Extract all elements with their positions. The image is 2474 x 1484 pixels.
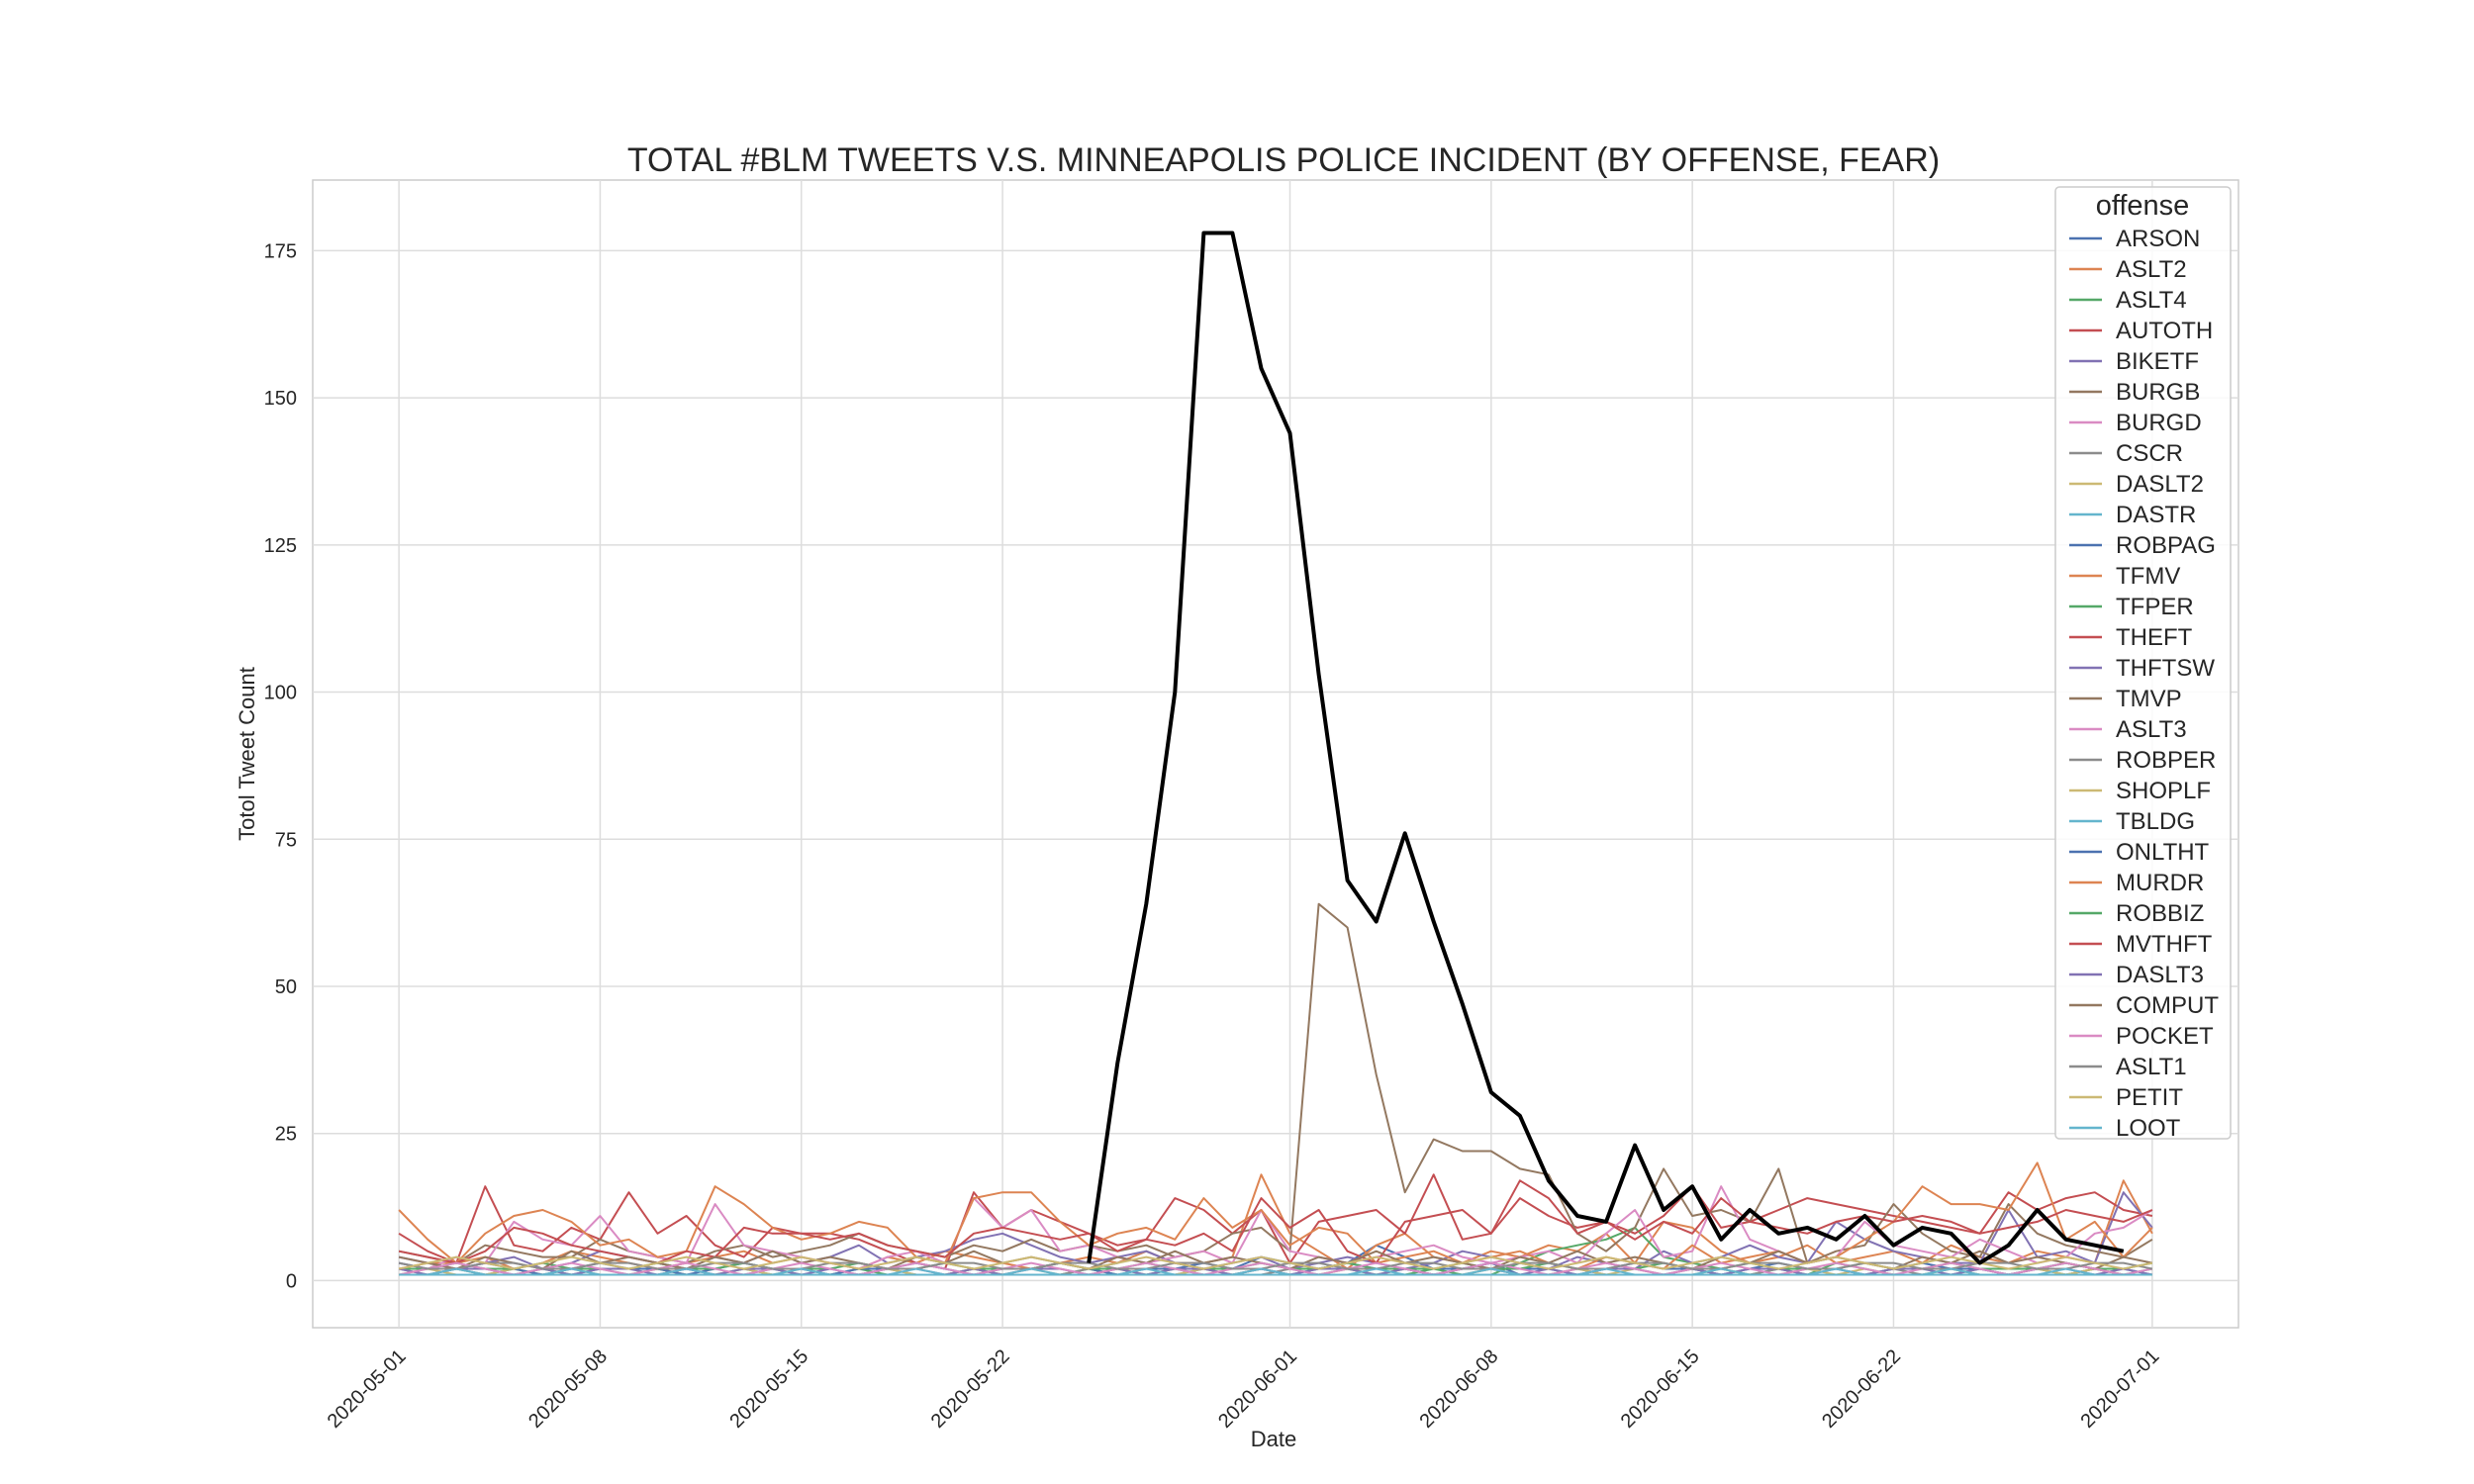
x-axis-label: Date — [1251, 1427, 1296, 1451]
series-line-burgb — [398, 902, 2153, 1264]
legend-label: ASLT1 — [2116, 1054, 2187, 1080]
legend-label: CSCR — [2116, 440, 2183, 467]
y-tick-label: 150 — [264, 388, 297, 410]
legend-label: MVTHFT — [2116, 931, 2213, 958]
legend-label: PETIT — [2116, 1084, 2183, 1111]
legend-label: ASLT4 — [2116, 287, 2187, 314]
legend-title: offense — [2096, 190, 2190, 222]
legend-label: ROBPER — [2116, 747, 2216, 774]
legend-label: ONLTHT — [2116, 839, 2210, 866]
legend-label: LOOT — [2116, 1115, 2181, 1142]
legend-label: POCKET — [2116, 1023, 2214, 1050]
legend-label: BURGB — [2116, 379, 2200, 406]
y-axis-label: Totol Tweet Count — [235, 667, 259, 841]
series-line-tfmv — [398, 1161, 2153, 1270]
y-tick-label: 50 — [275, 976, 297, 998]
legend-label: DASTR — [2116, 502, 2196, 528]
legend-label: BURGD — [2116, 410, 2202, 436]
legend-label: THEFT — [2116, 624, 2193, 651]
legend-label: ASLT3 — [2116, 716, 2187, 743]
y-tick-labels: 0 25 50 75 100 125 150 175 — [264, 240, 297, 1292]
y-tick-label: 125 — [264, 535, 297, 557]
legend-label: THFTSW — [2116, 655, 2215, 682]
series-lines — [398, 231, 2153, 1276]
grid — [313, 180, 2238, 1328]
series-line-shoplf — [398, 1255, 2153, 1270]
legend-label: ROBBIZ — [2116, 900, 2204, 927]
total-tweets-line — [1087, 231, 2125, 1265]
legend-label: SHOPLF — [2116, 778, 2211, 804]
legend: offense ARSON ASLT2 ASLT4 AUTOTH BIKETF BURGB… — [2054, 186, 2232, 1142]
legend-label: ASLT2 — [2116, 256, 2187, 283]
legend-label: DASLT2 — [2116, 471, 2204, 498]
legend-label: BIKETF — [2116, 348, 2199, 375]
legend-label: TFMV — [2116, 563, 2180, 590]
legend-label: TBLDG — [2116, 808, 2195, 835]
legend-label: DASLT3 — [2116, 962, 2204, 988]
plot-area — [312, 179, 2239, 1329]
legend-label: COMPUT — [2116, 992, 2219, 1019]
legend-label: ARSON — [2116, 226, 2200, 252]
legend-box — [2054, 186, 2232, 1140]
legend-label: TFPER — [2116, 594, 2194, 620]
legend-label: AUTOTH — [2116, 318, 2213, 344]
y-tick-label: 25 — [275, 1124, 297, 1146]
series-line-autoth — [398, 1173, 2153, 1270]
legend-label: ROBPAG — [2116, 532, 2216, 559]
legend-label: MURDR — [2116, 870, 2204, 896]
y-tick-label: 175 — [264, 240, 297, 262]
y-tick-label: 100 — [264, 683, 297, 704]
series-line-robper — [398, 1261, 2153, 1270]
legend-label: TMVP — [2116, 686, 2182, 712]
chart-title: TOTAL #BLM TWEETS V.S. MINNEAPOLIS POLIC… — [627, 141, 1940, 179]
y-tick-label: 75 — [275, 829, 297, 851]
y-tick-label: 0 — [286, 1270, 297, 1292]
series-line-theft — [398, 1179, 2153, 1264]
